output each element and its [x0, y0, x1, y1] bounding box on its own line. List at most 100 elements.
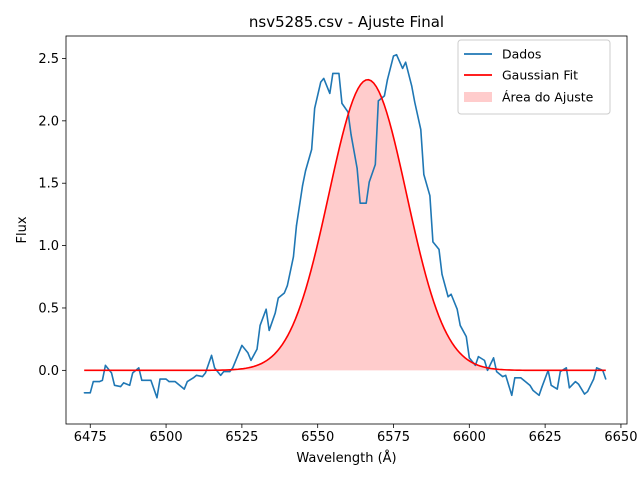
- data-point: [468, 357, 470, 359]
- data-point: [123, 382, 125, 384]
- data-point: [141, 379, 143, 381]
- data-point: [210, 354, 213, 356]
- data-point: [395, 54, 398, 56]
- data-point: [295, 225, 298, 227]
- x-tick-label: 6475: [74, 430, 107, 445]
- data-point: [565, 367, 567, 369]
- data-point: [577, 383, 580, 385]
- data-point: [265, 308, 267, 310]
- chart-title: nsv5285.csv - Ajuste Final: [249, 13, 444, 31]
- data-point: [156, 397, 158, 399]
- data-point: [332, 72, 334, 75]
- data-point: [541, 385, 543, 388]
- data-point: [192, 377, 194, 379]
- data-point: [223, 371, 225, 373]
- data-point: [538, 394, 540, 396]
- data-point: [132, 372, 134, 374]
- plot-layer: [83, 53, 607, 399]
- y-tick-label: 2.0: [38, 114, 59, 129]
- y-axis-label: Flux: [15, 216, 30, 243]
- data-point: [314, 107, 316, 109]
- data-point: [283, 292, 285, 294]
- data-point: [441, 273, 443, 275]
- data-point: [259, 324, 261, 327]
- legend: Dados Gaussian Fit Área do Ajuste: [457, 39, 611, 115]
- data-point: [550, 384, 552, 386]
- x-tick-label: 6575: [377, 430, 410, 445]
- data-point: [429, 195, 431, 197]
- data-point: [432, 241, 434, 243]
- data-point: [113, 384, 116, 386]
- data-point: [520, 377, 522, 379]
- data-point: [386, 79, 389, 81]
- data-point: [119, 385, 122, 388]
- data-point: [268, 329, 270, 332]
- data-point: [92, 380, 94, 383]
- data-point: [465, 336, 467, 338]
- ticks-layer: 6475 6500 6525 6550 6575 6600 6625 6650 0.0 0.5 1.…: [38, 52, 637, 445]
- data-point: [459, 324, 461, 327]
- data-point: [368, 181, 370, 183]
- legend-label-dados: Dados: [502, 47, 541, 62]
- data-point: [304, 170, 307, 172]
- data-point: [359, 202, 361, 204]
- data-point: [514, 377, 516, 379]
- data-point: [247, 352, 249, 354]
- data-point: [150, 379, 152, 381]
- legend-label-area: Área do Ajuste: [502, 90, 594, 105]
- legend-swatch-area: [464, 92, 492, 102]
- data-point: [586, 390, 589, 393]
- y-tick-label: 2.5: [38, 52, 59, 67]
- data-point: [583, 393, 586, 395]
- data-point: [89, 392, 91, 394]
- series-line-gaussian-fit: [84, 78, 606, 372]
- data-point: [411, 85, 413, 87]
- x-tick-label: 6625: [529, 430, 562, 445]
- x-tick-label: 6600: [453, 430, 486, 445]
- data-point: [232, 367, 234, 369]
- data-point: [186, 380, 188, 383]
- data-point: [220, 374, 222, 376]
- data-point: [559, 371, 561, 373]
- data-point: [174, 380, 176, 383]
- data-point: [438, 248, 440, 250]
- data-point: [392, 55, 395, 57]
- x-axis-label: Wavelength (Å): [296, 450, 396, 466]
- data-point: [195, 374, 197, 376]
- data-point: [138, 367, 140, 369]
- y-tick-label: 0.5: [38, 301, 59, 316]
- data-point: [213, 367, 216, 369]
- data-point: [329, 92, 331, 94]
- data-point: [165, 378, 167, 380]
- data-point: [168, 380, 170, 383]
- data-point: [159, 378, 161, 380]
- data-point: [477, 356, 480, 358]
- data-point: [556, 388, 558, 390]
- data-point: [483, 359, 486, 361]
- data-point: [402, 67, 404, 70]
- data-point: [532, 389, 534, 391]
- data-point: [505, 374, 507, 376]
- data-point: [323, 77, 325, 80]
- data-point: [147, 379, 149, 381]
- data-point: [101, 379, 103, 381]
- data-point: [574, 380, 577, 383]
- data-point: [450, 293, 452, 295]
- x-tick-label: 6500: [150, 430, 183, 445]
- data-point: [456, 308, 458, 310]
- data-point: [423, 173, 425, 176]
- x-tick-label: 6650: [604, 430, 637, 445]
- data-point: [341, 102, 343, 104]
- fit-area: [84, 79, 606, 371]
- data-point: [301, 185, 304, 187]
- data-point: [183, 388, 185, 390]
- data-point: [320, 81, 322, 83]
- y-tick-label: 0.0: [38, 364, 59, 379]
- legend-label-gaussian-fit: Gaussian Fit: [502, 68, 578, 83]
- data-point: [420, 128, 422, 131]
- data-point: [110, 372, 113, 374]
- y-tick-label: 1.5: [38, 177, 59, 192]
- data-point: [365, 202, 367, 204]
- data-point: [229, 371, 231, 373]
- x-tick-label: 6550: [301, 430, 334, 445]
